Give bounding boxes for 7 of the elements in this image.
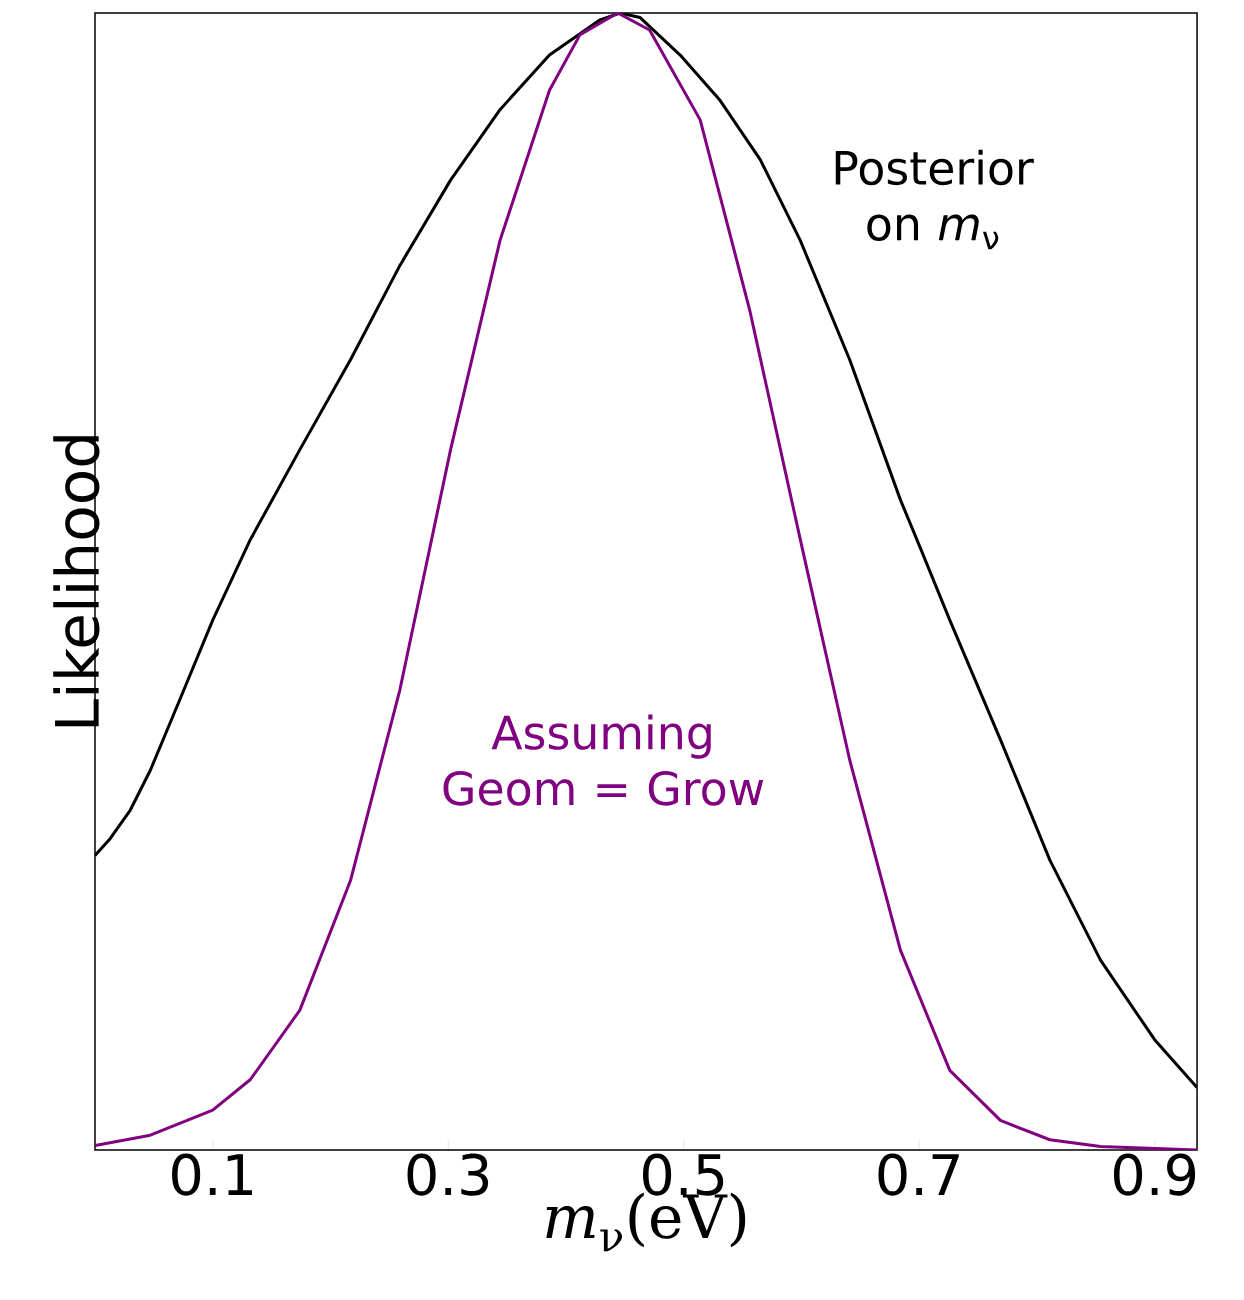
x-tick-label: 0.9 [1113,1153,1196,1196]
series-label: Assuming Geom = Grow [443,714,764,806]
x-tick-label: 0.7 [878,1153,959,1196]
x-tick-label: 0.1 [172,1153,252,1196]
y-axis-title: Likelihood [53,436,100,727]
series-label: Posterior on m$_{ν}$ [835,149,1034,250]
x-tick-label: 0.3 [407,1153,489,1196]
